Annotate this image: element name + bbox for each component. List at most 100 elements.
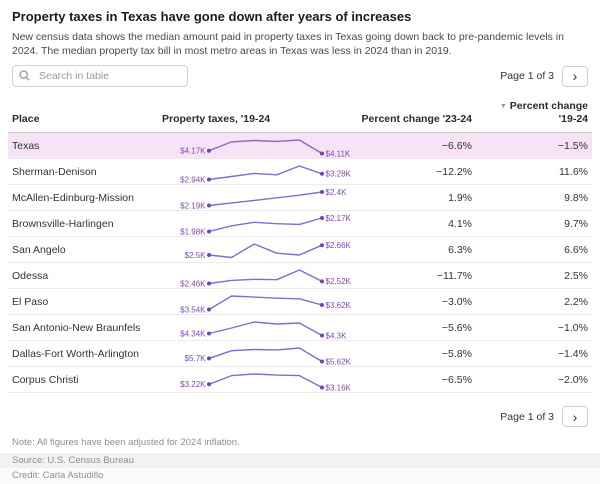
property-tax-table-widget: Property taxes in Texas have gone down a… xyxy=(0,9,600,481)
table-body: Texas $4.17K $4.11K −6.6% −1.5% Sherman-D… xyxy=(0,133,600,393)
pagination-top: Page 1 of 3 › xyxy=(500,65,588,87)
table-row: El Paso $3.54K $3.62K −3.0% 2.2% xyxy=(8,289,592,315)
sparkline-cell: $4.34K $4.3K xyxy=(162,315,355,341)
table-row: San Antonio-New Braunfels $4.34K $4.3K −5… xyxy=(8,315,592,341)
sparkline-end-value-label: $4.11K xyxy=(326,149,351,158)
sparkline-cell: $3.54K $3.62K xyxy=(162,289,355,315)
pagination-bottom: Page 1 of 3 › xyxy=(500,406,588,427)
percent-change-19-24-value: −1.5% xyxy=(557,140,588,152)
column-header-place[interactable]: Place xyxy=(12,113,40,125)
credit-text: Credit: Carla Astudillo xyxy=(0,468,600,484)
table-row: Dallas-Fort Worth-Arlington $5.7K $5.62K … xyxy=(8,341,592,367)
sparkline-start-value-label: $2.46K xyxy=(180,279,206,288)
sparkline-chart: $2.5K $2.66K xyxy=(185,241,352,260)
column-header-percent-change-23-24[interactable]: Percent change '23-24 xyxy=(361,113,472,125)
search-icon xyxy=(19,70,30,81)
sparkline-endpoint-dot xyxy=(320,151,324,156)
percent-change-23-24-value: −6.5% xyxy=(441,374,472,386)
sparkline-endpoint-dot xyxy=(207,177,211,182)
pagination-label: Page 1 of 3 xyxy=(500,410,554,423)
percent-change-19-24-value: −2.0% xyxy=(557,374,588,386)
sparkline-cell: $2.19K $2.4K xyxy=(162,185,355,211)
sparkline-chart: $2.19K $2.4K xyxy=(180,188,347,211)
table-row: Corpus Christi $3.22K $3.16K −6.5% −2.0% xyxy=(8,367,592,393)
chevron-right-icon: › xyxy=(572,408,578,425)
percent-change-23-24-value: −3.0% xyxy=(441,296,472,308)
source-text: Source: U.S. Census Bureau xyxy=(0,453,600,468)
sparkline-chart: $4.17K $4.11K xyxy=(180,139,351,158)
sparkline-cell: $4.17K $4.11K xyxy=(162,133,355,159)
sparkline-end-value-label: $2.52K xyxy=(326,277,352,286)
sparkline-endpoint-dot xyxy=(320,333,324,338)
sparkline-start-value-label: $2.94K xyxy=(180,175,206,184)
percent-change-23-24-value: −5.8% xyxy=(441,348,472,360)
sparkline-cell: $2.46K $2.52K xyxy=(162,263,355,289)
sparkline-endpoint-dot xyxy=(207,229,211,234)
search-box xyxy=(12,65,188,87)
percent-change-19-24-value: 11.6% xyxy=(559,166,588,178)
sparkline-endpoint-dot xyxy=(320,243,324,248)
percent-change-23-24-value: 1.9% xyxy=(448,192,472,204)
table-header-row: Place Property taxes, '19-24 Percent cha… xyxy=(8,100,592,133)
sparkline-endpoint-dot xyxy=(320,385,324,390)
column-header-line2: '19-24 xyxy=(558,113,588,125)
table-row: Odessa $2.46K $2.52K −11.7% 2.5% xyxy=(8,263,592,289)
percent-change-19-24-value: 6.6% xyxy=(564,244,588,256)
sparkline-end-value-label: $2.17K xyxy=(326,214,352,223)
percent-change-23-24-value: −11.7% xyxy=(436,270,472,282)
sparkline-cell: $2.94K $3.28K xyxy=(162,159,355,185)
next-page-button[interactable]: › xyxy=(562,65,588,87)
percent-change-19-24-value: 2.5% xyxy=(564,270,588,282)
sparkline-chart: $1.98K $2.17K xyxy=(180,214,352,237)
percent-change-23-24-value: −5.6% xyxy=(441,322,472,334)
sparkline-endpoint-dot xyxy=(320,303,324,307)
table-row: Brownsville-Harlingen $1.98K $2.17K 4.1% … xyxy=(8,211,592,237)
sparkline-chart: $5.7K $5.62K xyxy=(185,347,352,366)
place-name: Corpus Christi xyxy=(12,374,79,386)
sparkline-end-value-label: $3.28K xyxy=(326,170,352,179)
sparkline-cell: $5.7K $5.62K xyxy=(162,341,355,367)
next-page-button[interactable]: › xyxy=(562,406,588,427)
sparkline-endpoint-dot xyxy=(207,331,211,336)
sparkline-chart: $2.94K $3.28K xyxy=(180,165,352,184)
place-name: Brownsville-Harlingen xyxy=(12,218,114,230)
sparkline-end-value-label: $4.3K xyxy=(326,331,348,340)
search-input[interactable] xyxy=(12,65,188,87)
sparkline-chart: $3.22K $3.16K xyxy=(180,373,352,392)
column-header-percent-change-19-24[interactable]: ▼ Percent change '19-24 xyxy=(472,100,588,126)
column-header-property-taxes[interactable]: Property taxes, '19-24 xyxy=(162,113,271,125)
table-row: McAllen-Edinburg-Mission $2.19K $2.4K 1.9… xyxy=(8,185,592,211)
sparkline-endpoint-dot xyxy=(320,359,324,364)
place-name: Sherman-Denison xyxy=(12,166,97,178)
place-name: Odessa xyxy=(12,270,49,282)
place-name: El Paso xyxy=(12,296,49,308)
percent-change-19-24-value: −1.4% xyxy=(557,348,588,360)
sparkline-endpoint-dot xyxy=(320,171,324,176)
percent-change-19-24-value: 9.8% xyxy=(564,192,588,204)
percent-change-23-24-value: 4.1% xyxy=(448,218,472,230)
page-title: Property taxes in Texas have gone down a… xyxy=(12,9,412,24)
sparkline-start-value-label: $3.22K xyxy=(180,380,206,389)
place-name: Dallas-Fort Worth-Arlington xyxy=(12,348,140,360)
sparkline-start-value-label: $5.7K xyxy=(185,354,207,363)
sparkline-endpoint-dot xyxy=(207,253,211,258)
percent-change-23-24-value: −12.2% xyxy=(436,166,472,178)
sort-desc-icon: ▼ xyxy=(499,103,507,110)
sparkline-end-value-label: $5.62K xyxy=(326,357,352,366)
sparkline-endpoint-dot xyxy=(207,281,211,286)
table-controls: Page 1 of 3 › xyxy=(12,65,588,87)
place-name: San Antonio-New Braunfels xyxy=(12,322,141,334)
table-row: San Angelo $2.5K $2.66K 6.3% 6.6% xyxy=(8,237,592,263)
percent-change-19-24-value: 2.2% xyxy=(564,296,588,308)
sparkline-endpoint-dot xyxy=(320,190,324,194)
percent-change-23-24-value: 6.3% xyxy=(448,244,472,256)
column-header-line1: Percent change xyxy=(509,100,588,112)
sparkline-end-value-label: $2.66K xyxy=(326,241,352,250)
sparkline-cell: $3.22K $3.16K xyxy=(162,367,355,393)
sparkline-cell: $1.98K $2.17K xyxy=(162,211,355,237)
sparkline-endpoint-dot xyxy=(320,216,324,220)
sparkline-start-value-label: $1.98K xyxy=(180,227,206,236)
place-name: McAllen-Edinburg-Mission xyxy=(12,192,134,204)
sparkline-start-value-label: $4.34K xyxy=(180,329,206,338)
sparkline-cell: $2.5K $2.66K xyxy=(162,237,355,263)
